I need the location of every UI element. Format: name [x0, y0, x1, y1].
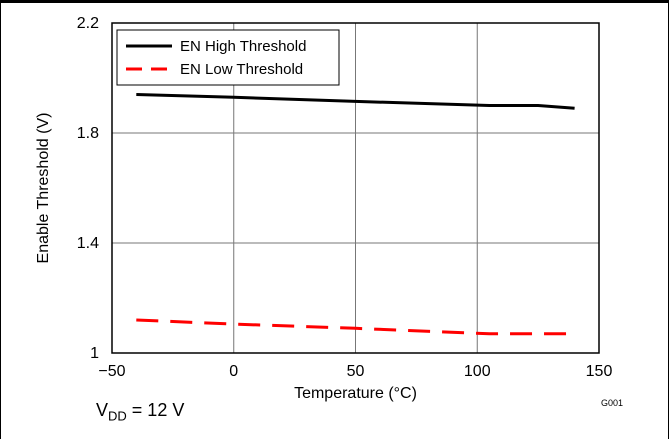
graph-id-label: G001	[601, 398, 623, 408]
series-line-2	[136, 318, 575, 336]
y-tick-label: 1.4	[77, 235, 99, 252]
x-tick-label: −50	[98, 363, 125, 380]
y-tick-label: 1.8	[77, 125, 99, 142]
series-line-1	[136, 93, 575, 110]
x-tick-label: 0	[229, 363, 238, 380]
frame-left-border	[0, 0, 1, 439]
x-tick-label: 100	[464, 363, 491, 380]
frame-top-border	[0, 0, 669, 3]
supply-voltage-caption: VDD = 12 V	[96, 400, 184, 424]
y-tick-label: 1	[90, 345, 99, 362]
legend-entry-2: EN Low Threshold	[180, 61, 303, 78]
plot-area-frame	[111, 22, 600, 354]
series-lines	[136, 93, 575, 336]
legend-box	[116, 29, 340, 86]
caption-value: = 12 V	[126, 400, 185, 420]
tick-labels: −50 0 50 100 150 1 1.4 1.8 2.2	[77, 15, 613, 380]
legend: EN High Threshold EN Low Threshold	[116, 29, 340, 86]
legend-entry-1: EN High Threshold	[180, 38, 306, 55]
caption-symbol: V	[96, 400, 109, 420]
y-axis-label: Enable Threshold (V)	[35, 113, 52, 264]
caption-subscript: DD	[108, 408, 127, 424]
x-axis-label: Temperature (°C)	[294, 385, 417, 402]
x-tick-label: 150	[586, 363, 613, 380]
y-tick-label: 2.2	[77, 15, 99, 32]
x-tick-label: 50	[347, 363, 365, 380]
